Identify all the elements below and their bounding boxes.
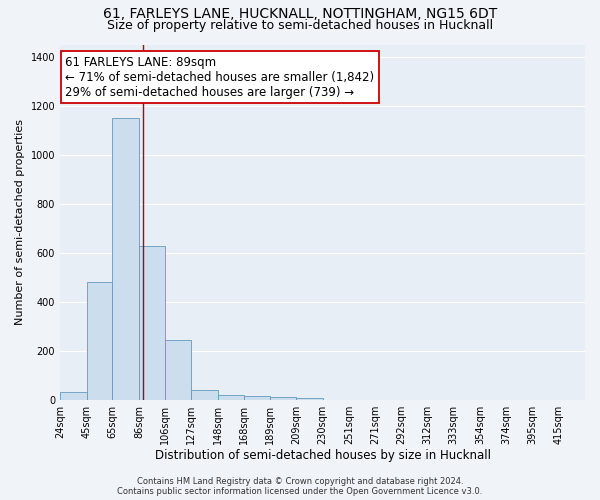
Y-axis label: Number of semi-detached properties: Number of semi-detached properties: [15, 120, 25, 326]
Bar: [244, 396, 270, 400]
Bar: [270, 398, 296, 400]
Bar: [139, 246, 164, 400]
Bar: [60, 392, 87, 400]
Text: 61 FARLEYS LANE: 89sqm
← 71% of semi-detached houses are smaller (1,842)
29% of : 61 FARLEYS LANE: 89sqm ← 71% of semi-det…: [65, 56, 374, 98]
Text: 61, FARLEYS LANE, HUCKNALL, NOTTINGHAM, NG15 6DT: 61, FARLEYS LANE, HUCKNALL, NOTTINGHAM, …: [103, 8, 497, 22]
Text: Size of property relative to semi-detached houses in Hucknall: Size of property relative to semi-detach…: [107, 18, 493, 32]
Bar: [296, 398, 323, 400]
Bar: [191, 390, 218, 400]
Bar: [87, 282, 112, 400]
X-axis label: Distribution of semi-detached houses by size in Hucknall: Distribution of semi-detached houses by …: [155, 450, 491, 462]
Bar: [218, 395, 244, 400]
Text: Contains HM Land Registry data © Crown copyright and database right 2024.
Contai: Contains HM Land Registry data © Crown c…: [118, 476, 482, 496]
Bar: [164, 340, 191, 400]
Bar: [112, 118, 139, 400]
